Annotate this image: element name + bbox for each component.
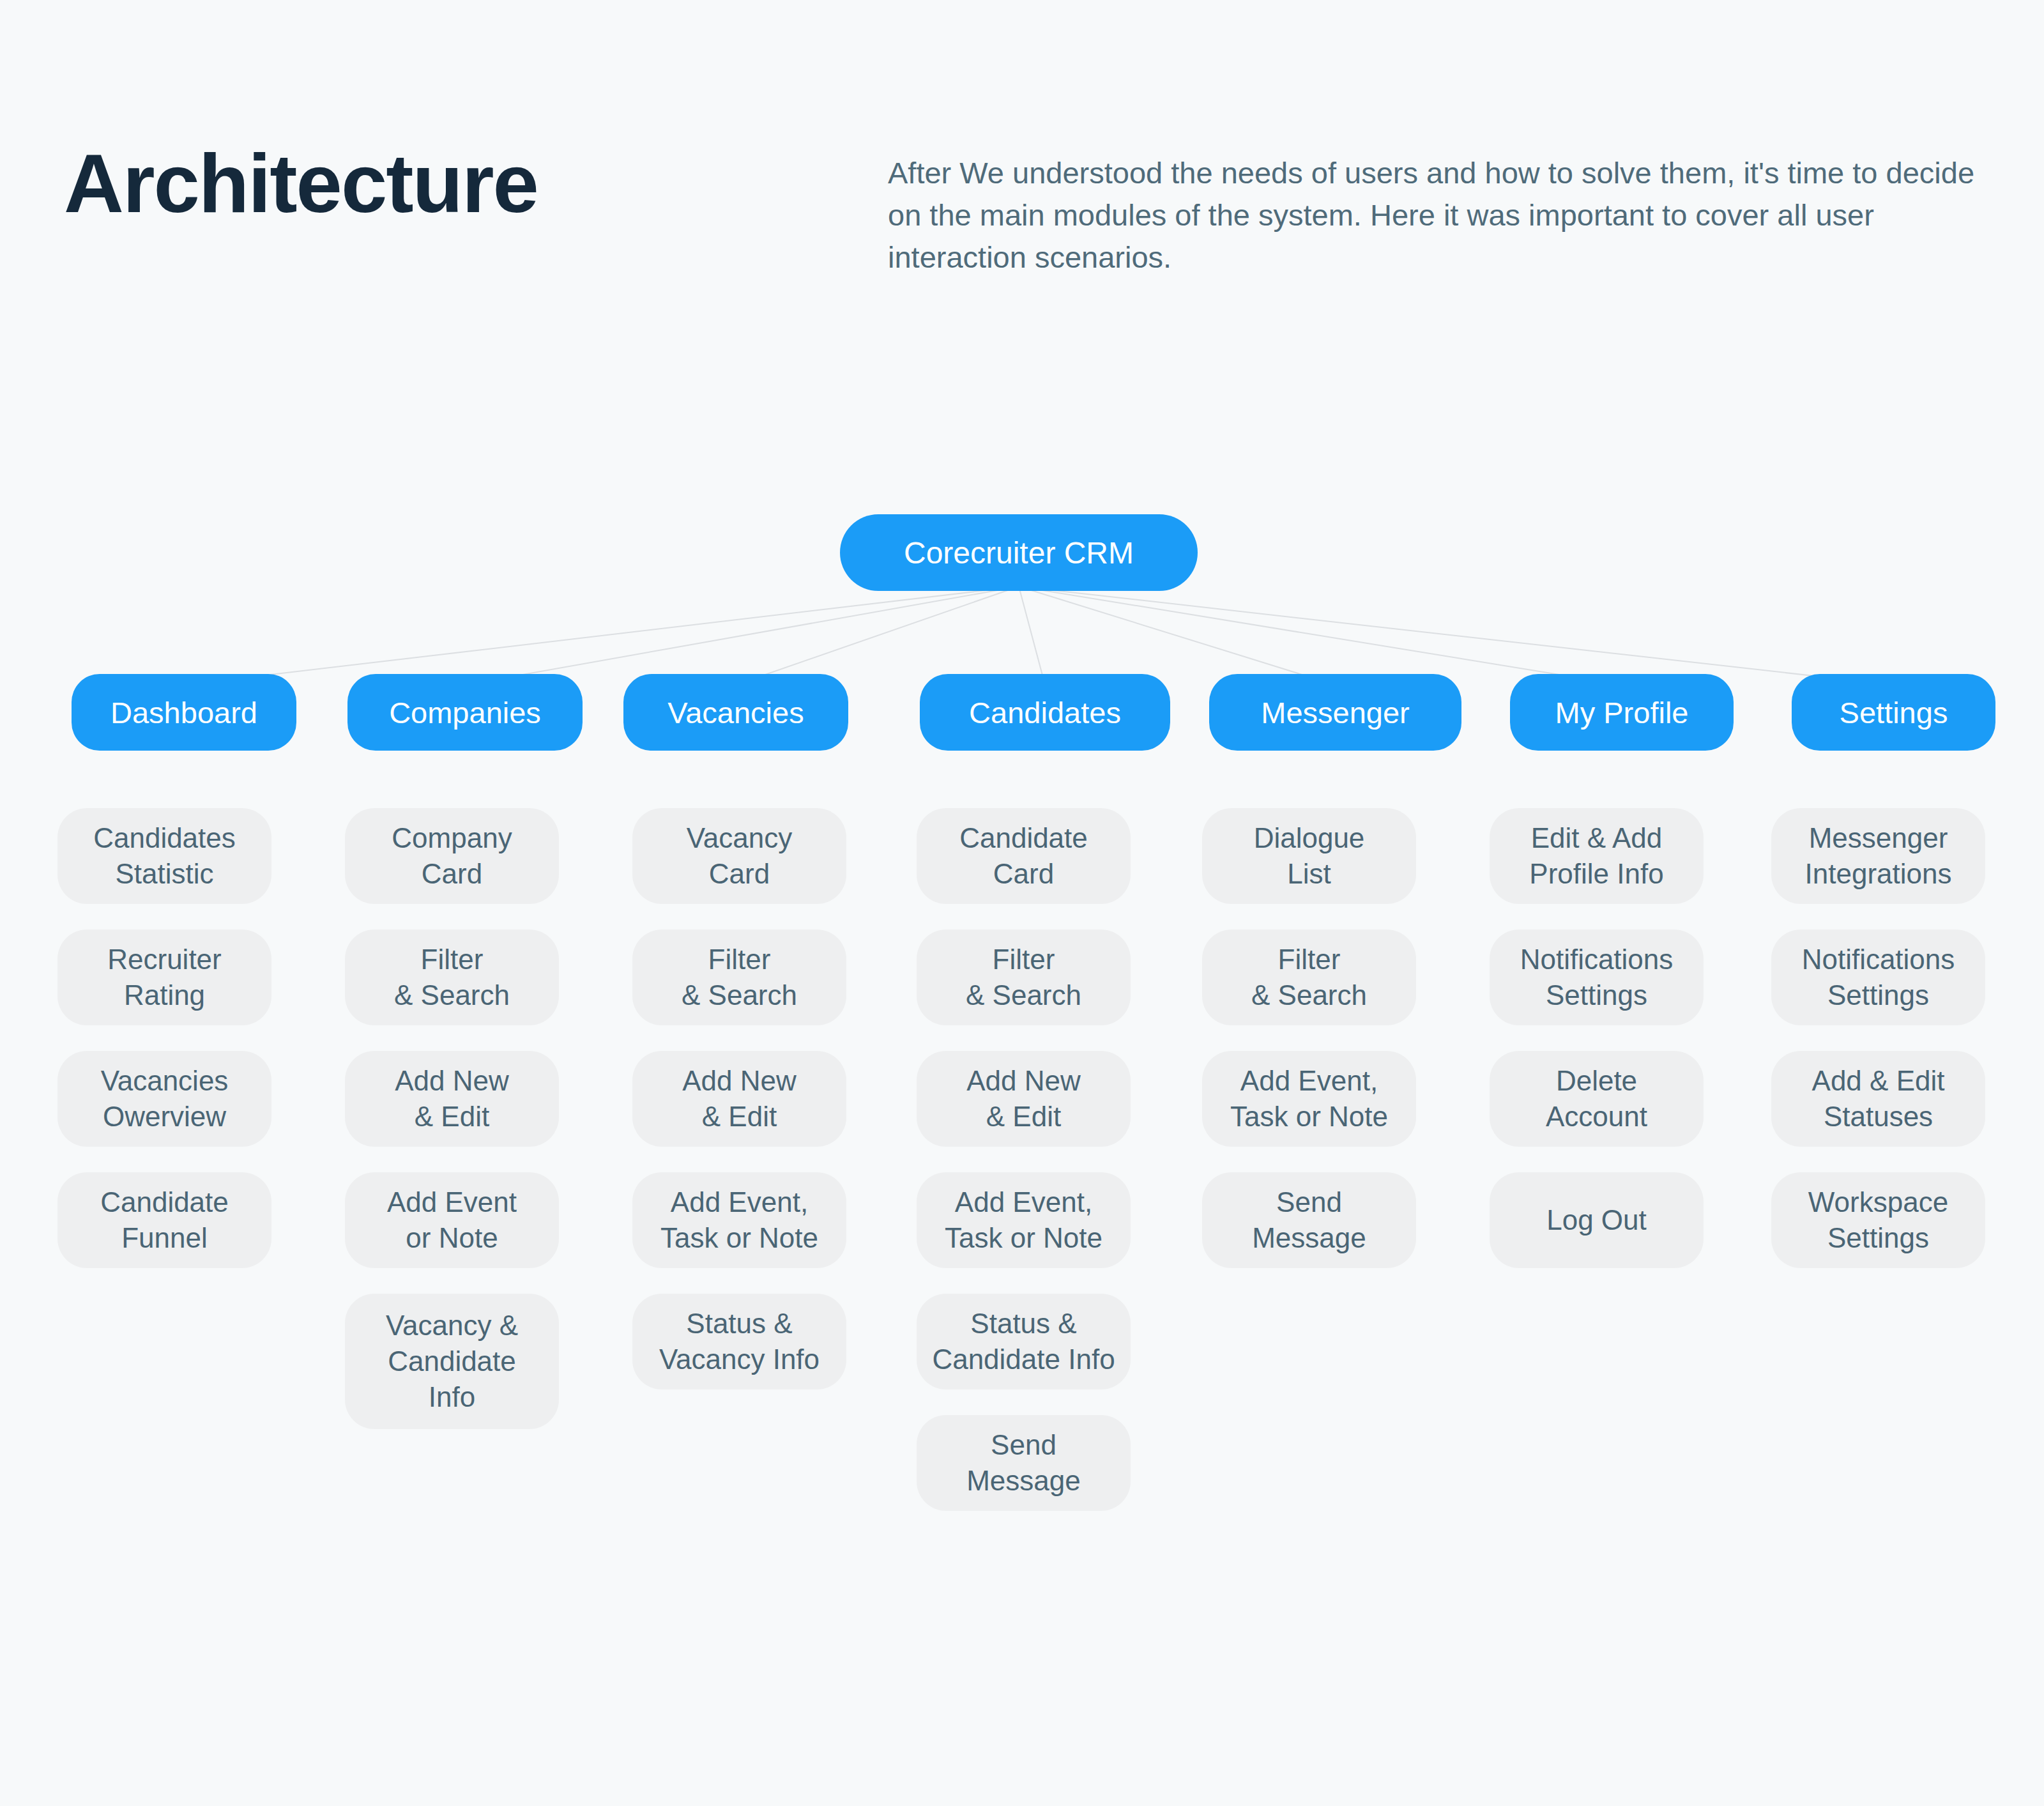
node-delete-account: Delete Account bbox=[1490, 1051, 1704, 1147]
connector-line-my-profile bbox=[1019, 586, 1622, 685]
branch-node-candidates: Candidates bbox=[920, 674, 1170, 751]
node-candidates-filter-search: Filter & Search bbox=[917, 930, 1131, 1025]
node-candidates-send-message: Send Message bbox=[917, 1415, 1131, 1511]
node-companies-filter-search: Filter & Search bbox=[345, 930, 559, 1025]
node-messenger-add-event-task-note: Add Event, Task or Note bbox=[1202, 1051, 1416, 1147]
node-company-card: Company Card bbox=[345, 808, 559, 904]
branch-node-dashboard: Dashboard bbox=[72, 674, 296, 751]
node-log-out: Log Out bbox=[1490, 1172, 1704, 1268]
node-vacancy-candidate-info: Vacancy & Candidate Info bbox=[345, 1294, 559, 1429]
connector-line-vacancies bbox=[736, 586, 1019, 685]
node-vacancy-card: Vacancy Card bbox=[632, 808, 846, 904]
column-my-profile: Edit & Add Profile Info Notifications Se… bbox=[1490, 808, 1704, 1268]
node-status-candidate-info: Status & Candidate Info bbox=[917, 1294, 1131, 1389]
column-messenger: Dialogue List Filter & Search Add Event,… bbox=[1202, 808, 1416, 1268]
connector-line-messenger bbox=[1019, 586, 1335, 685]
node-messenger-filter-search: Filter & Search bbox=[1202, 930, 1416, 1025]
branch-node-my-profile: My Profile bbox=[1510, 674, 1734, 751]
node-workspace-settings: Workspace Settings bbox=[1771, 1172, 1985, 1268]
node-status-vacancy-info: Status & Vacancy Info bbox=[632, 1294, 846, 1389]
node-vacancies-filter-search: Filter & Search bbox=[632, 930, 846, 1025]
node-candidate-funnel: Candidate Funnel bbox=[57, 1172, 271, 1268]
node-candidate-card: Candidate Card bbox=[917, 808, 1131, 904]
node-candidates-add-new-edit: Add New & Edit bbox=[917, 1051, 1131, 1147]
node-companies-add-event-or-note: Add Event or Note bbox=[345, 1172, 559, 1268]
column-companies: Company Card Filter & Search Add New & E… bbox=[345, 808, 559, 1429]
branch-node-settings: Settings bbox=[1792, 674, 1995, 751]
node-add-edit-statuses: Add & Edit Statuses bbox=[1771, 1051, 1985, 1147]
connector-line-companies bbox=[465, 586, 1019, 685]
connector-line-candidates bbox=[1019, 586, 1045, 685]
architecture-diagram-page: Architecture After We understood the nee… bbox=[0, 0, 2044, 1806]
node-settings-notifications-settings: Notifications Settings bbox=[1771, 930, 1985, 1025]
column-dashboard: Candidates Statistic Recruiter Rating Va… bbox=[57, 808, 271, 1268]
node-candidates-add-event-task-note: Add Event, Task or Note bbox=[917, 1172, 1131, 1268]
branch-node-messenger: Messenger bbox=[1209, 674, 1461, 751]
branch-node-vacancies: Vacancies bbox=[623, 674, 848, 751]
connector-line-settings bbox=[1019, 586, 1893, 685]
connector-line-dashboard bbox=[184, 586, 1019, 685]
root-node-corecruiter-crm: Corecruiter CRM bbox=[840, 514, 1198, 591]
column-candidates: Candidate Card Filter & Search Add New &… bbox=[917, 808, 1131, 1511]
column-vacancies: Vacancy Card Filter & Search Add New & E… bbox=[632, 808, 846, 1389]
node-companies-add-new-edit: Add New & Edit bbox=[345, 1051, 559, 1147]
node-vacancies-add-new-edit: Add New & Edit bbox=[632, 1051, 846, 1147]
node-candidates-statistic: Candidates Statistic bbox=[57, 808, 271, 904]
node-dialogue-list: Dialogue List bbox=[1202, 808, 1416, 904]
node-recruiter-rating: Recruiter Rating bbox=[57, 930, 271, 1025]
node-messenger-send-message: Send Message bbox=[1202, 1172, 1416, 1268]
node-vacancies-add-event-task-note: Add Event, Task or Note bbox=[632, 1172, 846, 1268]
node-edit-add-profile-info: Edit & Add Profile Info bbox=[1490, 808, 1704, 904]
node-profile-notifications-settings: Notifications Settings bbox=[1490, 930, 1704, 1025]
column-settings: Messenger Integrations Notifications Set… bbox=[1771, 808, 1985, 1268]
node-messenger-integrations: Messenger Integrations bbox=[1771, 808, 1985, 904]
branch-node-companies: Companies bbox=[347, 674, 583, 751]
node-vacancies-owerview: Vacancies Owerview bbox=[57, 1051, 271, 1147]
